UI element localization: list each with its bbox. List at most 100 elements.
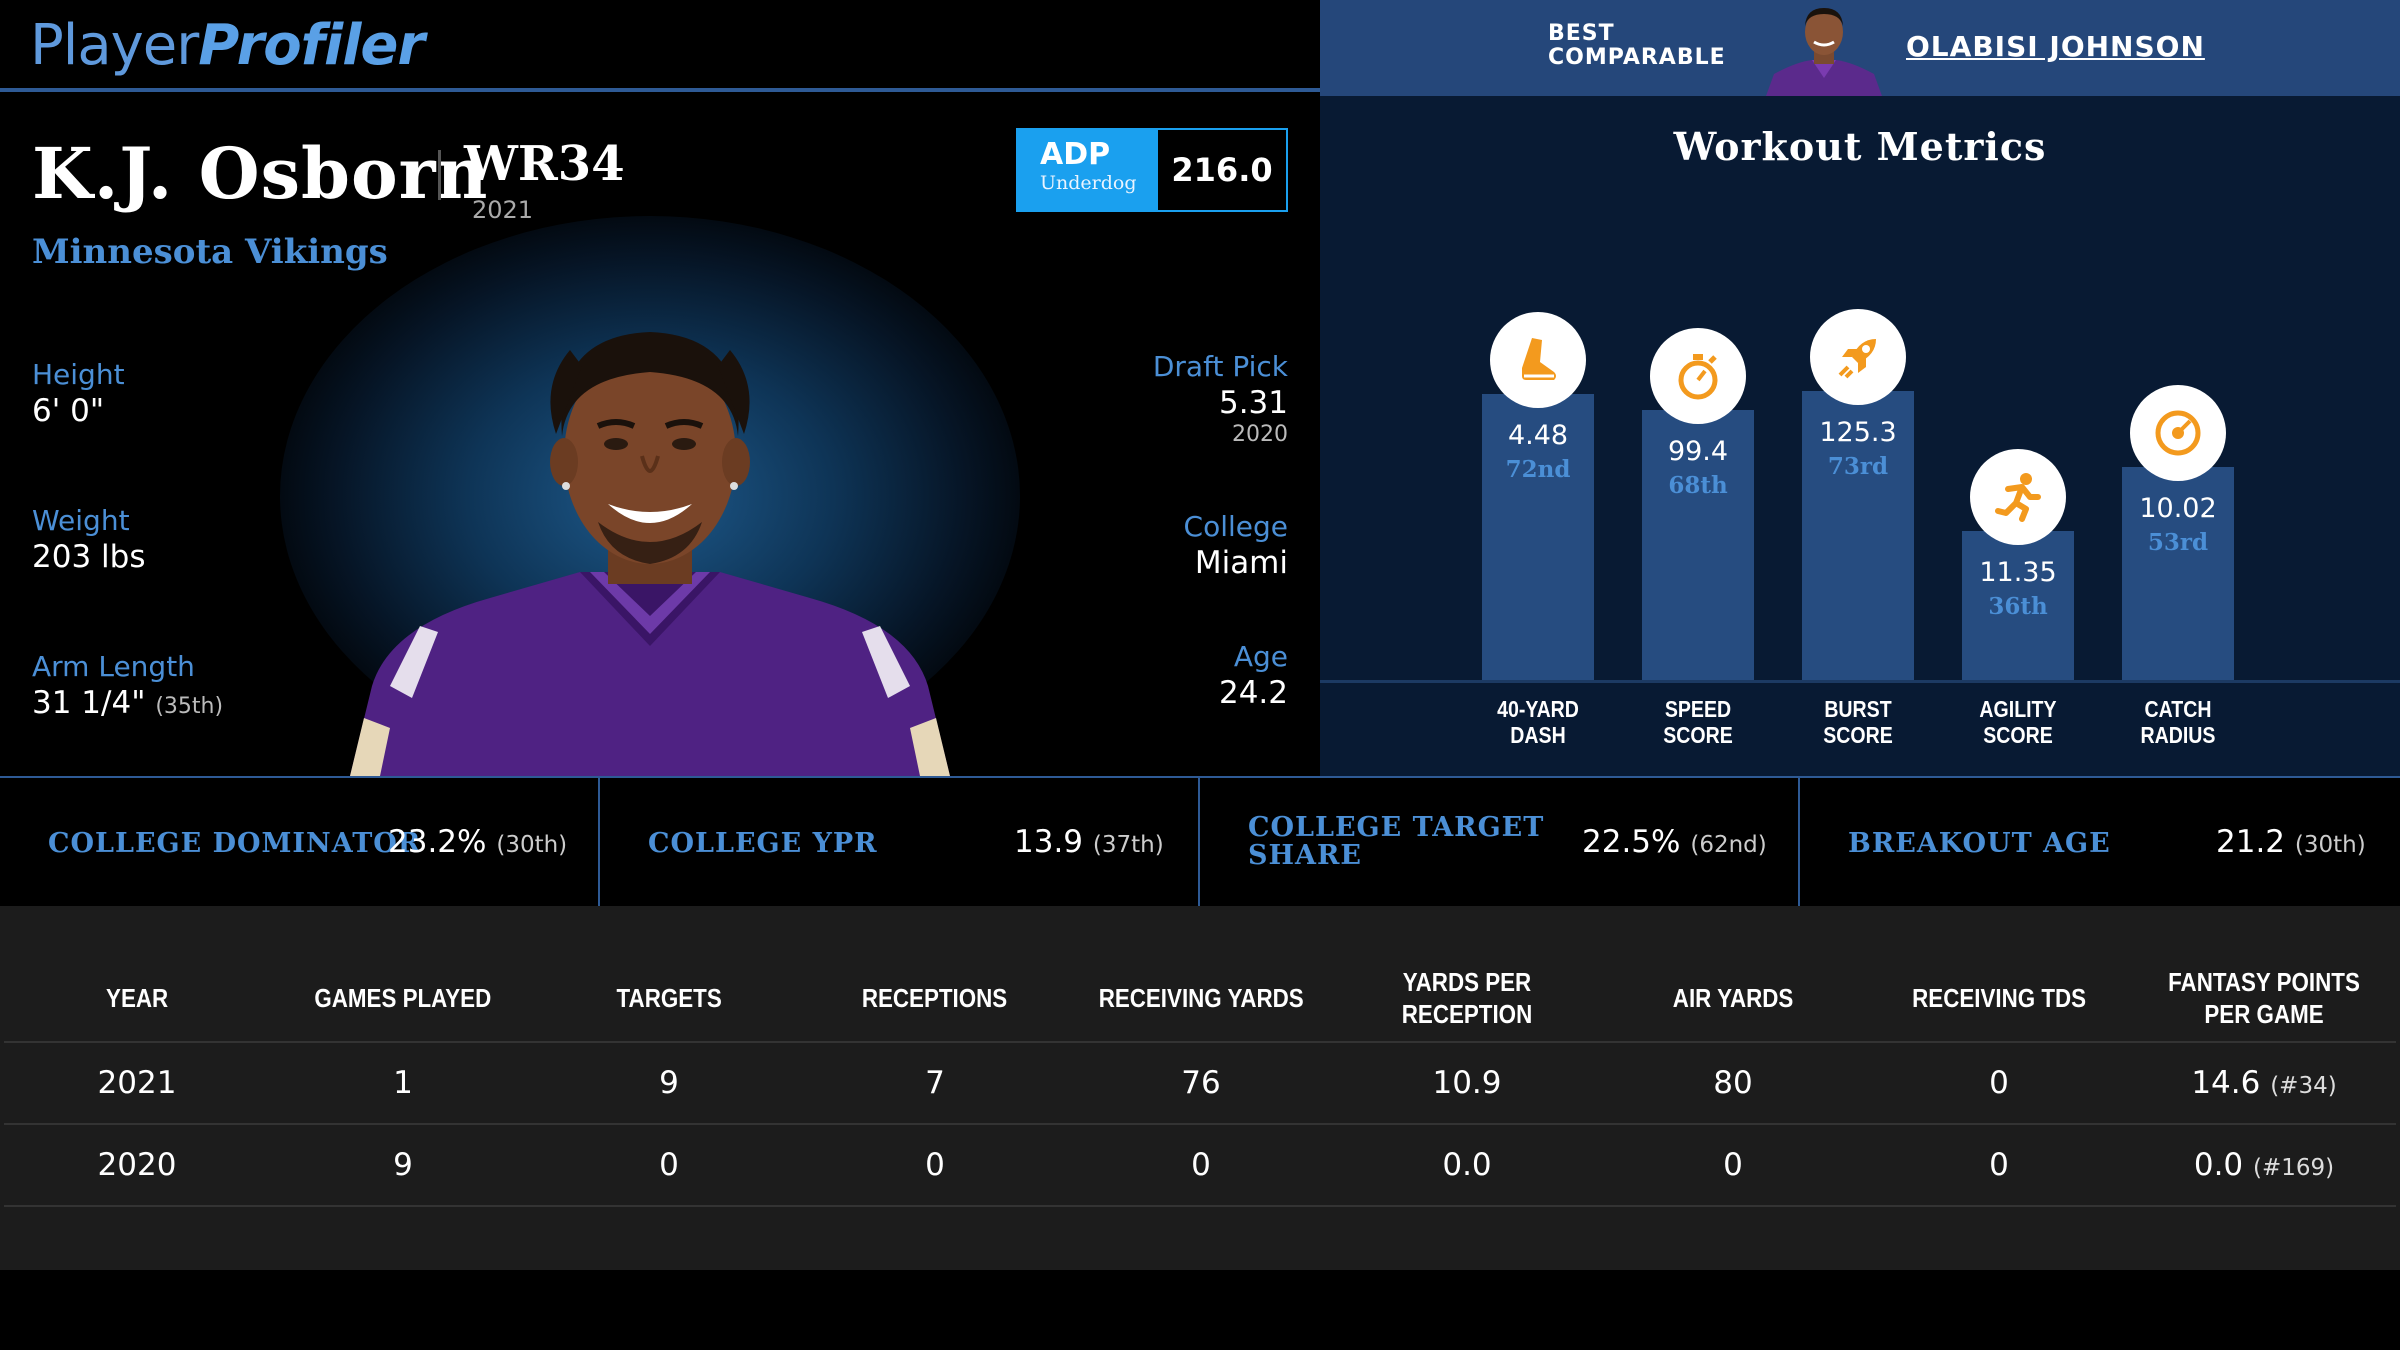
col-year[interactable]: YEAR [4, 954, 270, 1043]
college-dominator-number: 23.2% [388, 824, 487, 860]
college-stat: College Miami [1184, 510, 1288, 582]
age-value: 24.2 [1218, 675, 1288, 711]
col-receiving-yards-label: RECEIVING YARDS [1098, 982, 1304, 1013]
arm-length-label: Arm Length [32, 650, 195, 683]
cell-fppg: 14.6 (#34) [2132, 1042, 2396, 1125]
draft-pick-stat: Draft Pick 5.31 2020 [1153, 350, 1288, 448]
workout-label: CATCH RADIUS [2140, 696, 2216, 748]
height-label: Height [32, 358, 125, 391]
shoe-icon [1490, 312, 1586, 408]
cell-ypr: 0.0 [1334, 1124, 1600, 1207]
col-year-label: YEAR [105, 982, 169, 1013]
college-ypr-label: COLLEGE YPR [648, 828, 878, 859]
fppg-rank: (#34) [2270, 1073, 2337, 1099]
draft-year: 2020 [1232, 422, 1288, 447]
col-receiving-tds[interactable]: RECEIVING TDS [1866, 954, 2132, 1043]
site-logo[interactable]: PlayerProfiler [30, 13, 425, 78]
adp-badge[interactable]: ADP Underdog 216.0 [1016, 128, 1288, 212]
workout-percentile: 68th [1668, 472, 1728, 499]
arm-length-stat: Arm Length 31 1/4" (35th) [32, 650, 223, 722]
workout-bar[interactable] [1482, 394, 1594, 680]
cell-targets: 0 [536, 1124, 802, 1207]
table-row: 2020 9 0 0 0 0.0 0 0 0.0 (#169) [4, 1124, 2396, 1207]
workout-bar[interactable] [1802, 391, 1914, 680]
cell-receptions: 7 [802, 1042, 1068, 1125]
college-dominator-percentile: (30th) [496, 832, 568, 858]
college-target-share-percentile: (62nd) [1690, 832, 1767, 858]
workout-bar[interactable] [1642, 410, 1754, 680]
col-yards-per-reception[interactable]: YARDS PER RECEPTION [1334, 954, 1600, 1043]
col-receiving-tds-label: RECEIVING TDS [1912, 982, 2086, 1013]
player-profile-panel: K.J. Osborn WR34 2021 Minnesota Vikings … [0, 96, 1320, 776]
cell-targets: 9 [536, 1042, 802, 1125]
stopwatch-icon [1650, 328, 1746, 424]
draft-pick-label: Draft Pick [1152, 350, 1288, 383]
logo-regular: Player [30, 13, 199, 78]
col-receptions-label: RECEPTIONS [862, 982, 1008, 1013]
col-fantasy-points-per-game-label: FANTASY POINTS PER GAME [2168, 966, 2360, 1029]
workout-percentile: 72nd [1505, 456, 1571, 483]
col-games-played[interactable]: GAMES PLAYED [270, 954, 536, 1043]
col-air-yards[interactable]: AIR YARDS [1600, 954, 1866, 1043]
workout-metrics-panel: Workout Metrics 4.48 72nd 40-YARD DASH 99.4 6… [1320, 96, 2400, 776]
cell-year: 2021 [4, 1042, 270, 1125]
season-stats-table: YEAR GAMES PLAYED TARGETS RECEPTIONS REC… [4, 954, 2396, 1207]
col-receiving-yards[interactable]: RECEIVING YARDS [1068, 954, 1334, 1043]
age-stat: Age 24.2 [1219, 640, 1288, 712]
col-targets[interactable]: TARGETS [536, 954, 802, 1043]
target-icon [2130, 385, 2226, 481]
col-receptions[interactable]: RECEPTIONS [802, 954, 1068, 1043]
college-ypr-cell: COLLEGE YPR 13.9 (37th) [600, 778, 1200, 908]
draft-pick-value: 5.31 [1218, 385, 1288, 421]
cell-yards: 76 [1068, 1042, 1334, 1125]
breakout-age-value: 21.2 (30th) [2216, 824, 2366, 860]
header-bar: PlayerProfiler [0, 0, 1320, 92]
breakout-age-number: 21.2 [2216, 824, 2286, 860]
college-ypr-number: 13.9 [1014, 824, 1084, 860]
arm-length-percentile: (35th) [155, 694, 224, 719]
college-dominator-label: COLLEGE DOMINATOR [48, 828, 422, 859]
workout-bar[interactable] [2122, 467, 2234, 680]
col-fantasy-points-per-game[interactable]: FANTASY POINTS PER GAME [2132, 954, 2396, 1043]
cell-yards: 0 [1068, 1124, 1334, 1207]
rocket-icon [1810, 309, 1906, 405]
cell-tds: 0 [1866, 1042, 2132, 1125]
workout-bar[interactable] [1962, 531, 2074, 680]
adp-label-block: ADP Underdog [1018, 130, 1158, 210]
college-ypr-value: 13.9 (37th) [1014, 824, 1164, 860]
table-row: 2021 1 9 7 76 10.9 80 0 14.6 (#34) [4, 1042, 2396, 1125]
workout-label: 40-YARD DASH [1497, 696, 1579, 748]
cell-year: 2020 [4, 1124, 270, 1207]
arm-length-value: 31 1/4" [32, 685, 146, 721]
college-target-share-cell: COLLEGE TARGET SHARE 22.5% (62nd) [1200, 778, 1800, 908]
fppg-value: 0.0 [2193, 1147, 2244, 1183]
adp-label: ADP [1040, 137, 1111, 172]
breakout-age-label: BREAKOUT AGE [1848, 828, 2111, 859]
workout-value: 125.3 [1819, 417, 1897, 448]
height-stat: Height 6' 0" [32, 358, 125, 430]
college-target-share-number: 22.5% [1582, 824, 1681, 860]
season-stats-section: YEAR GAMES PLAYED TARGETS RECEPTIONS REC… [0, 906, 2400, 1270]
cell-tds: 0 [1866, 1124, 2132, 1207]
player-photo [350, 332, 950, 776]
workout-value: 4.48 [1507, 420, 1569, 451]
adp-value: 216.0 [1158, 130, 1286, 210]
breakout-age-cell: BREAKOUT AGE 21.2 (30th) [1800, 778, 2400, 908]
height-value: 6' 0" [32, 393, 105, 429]
comparable-player-link[interactable]: OLABISI JOHNSON [1906, 30, 2205, 63]
logo-bold: Profiler [198, 13, 425, 78]
cell-games: 1 [270, 1042, 536, 1125]
weight-label: Weight [32, 504, 130, 537]
workout-percentile: 73rd [1827, 453, 1889, 480]
col-air-yards-label: AIR YARDS [1672, 982, 1794, 1013]
workout-percentile: 36th [1988, 593, 2048, 620]
table-header-row: YEAR GAMES PLAYED TARGETS RECEPTIONS REC… [4, 954, 2396, 1043]
page-footer-space [0, 1270, 2400, 1350]
weight-value: 203 lbs [32, 539, 146, 575]
position-rank-year: 2021 [472, 196, 534, 224]
cell-ypr: 10.9 [1334, 1042, 1600, 1125]
workout-value: 10.02 [2139, 493, 2217, 524]
workout-label: AGILITY SCORE [1979, 696, 2057, 748]
team-name[interactable]: Minnesota Vikings [32, 232, 388, 272]
age-label: Age [1233, 640, 1288, 673]
